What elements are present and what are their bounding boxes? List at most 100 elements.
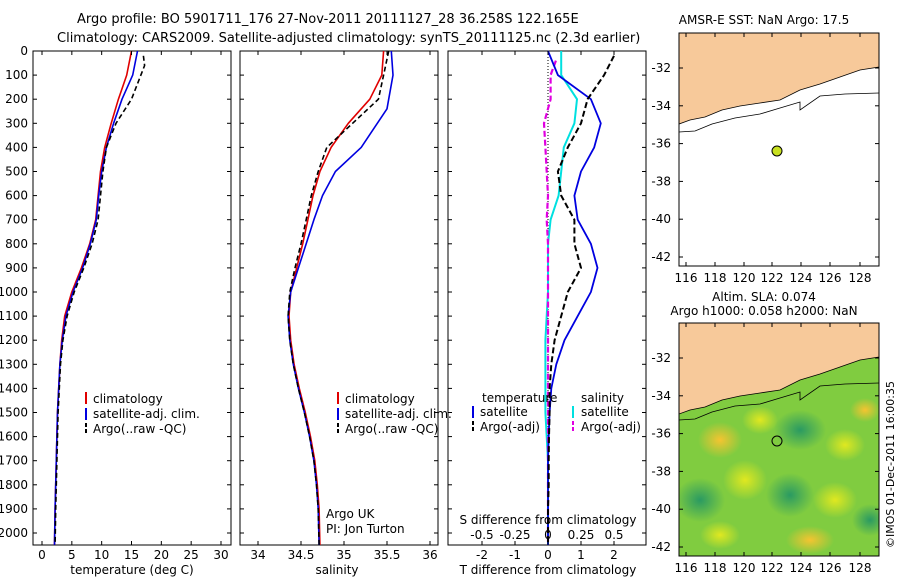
- panel-differences: -2 -1 0 1 2 -0.5 -0.25 0 0.25 0.5 S difference fr…: [447, 50, 647, 577]
- title-line1: Argo profile: BO 5901711_176 27-Nov-2011…: [77, 12, 579, 27]
- legend-clim: climatology: [93, 392, 163, 406]
- sla-blob: [813, 482, 857, 518]
- series-line-climatology: [53, 50, 133, 546]
- x-tick-label: 5: [68, 548, 76, 562]
- legend-argo: Argo(..raw -QC): [93, 422, 186, 436]
- x-tick-label: 25: [184, 548, 199, 562]
- map2-title2: Argo h1000: 0.058 h2000: NaN: [670, 304, 857, 318]
- map1-land: [678, 32, 880, 125]
- s-tick-label: 0.5: [604, 528, 623, 542]
- depth-tick-label: 400: [5, 140, 28, 154]
- sla-blob: [766, 473, 814, 517]
- s-tick-label: 0.25: [568, 528, 595, 542]
- legend3-tsat: satellite: [480, 405, 528, 419]
- x-tick-label: 20: [154, 548, 169, 562]
- map2-land: [679, 323, 879, 415]
- depth-tick-label: 1500: [0, 406, 28, 420]
- panel2-xticks: 34 34.5 35 35.5 36: [240, 50, 438, 562]
- panel2-legend: climatology satellite-adj. clim. Argo(..…: [337, 392, 452, 436]
- series-line-salinity-satellite: [544, 51, 578, 545]
- panel3-xticks: -2 -1 0 1 2 -0.5 -0.25 0 0.25 0.5: [448, 50, 646, 562]
- panel-salinity: 34 34.5 35 35.5 36 salinity climatology sate…: [239, 50, 452, 577]
- depth-tick-label: 1200: [0, 333, 28, 347]
- map2-argo-marker: [771, 435, 783, 447]
- x-tick-label: 35.5: [374, 548, 401, 562]
- lon-tick-label: 122: [761, 271, 784, 285]
- x-tick-label: 1: [577, 548, 585, 562]
- x-tick-label: 0: [38, 548, 46, 562]
- legend3-temp-head: temperature: [482, 391, 557, 405]
- depth-tick-label: 500: [5, 165, 28, 179]
- lat-tick-label: -38: [651, 464, 671, 478]
- depth-tick-label: 2000: [0, 526, 28, 540]
- panel3-xlabel-top: S difference from climatology: [460, 513, 637, 527]
- sla-blob: [700, 521, 740, 549]
- sla-blob: [774, 410, 826, 450]
- lon-tick-label: 118: [704, 561, 727, 575]
- panel-temperature: 0 5 10 15 20 25 30 temperature (deg C) climato…: [32, 50, 232, 577]
- lon-tick-label: 126: [819, 561, 842, 575]
- depth-tick-label: 1400: [0, 381, 28, 395]
- map2-ticks: 116 118 120 122 124 126 128 -32 -34 -36 -38 -40 -42: [651, 323, 879, 575]
- depth-tick-label: 300: [5, 116, 28, 130]
- lon-tick-label: 120: [733, 561, 756, 575]
- depth-tick-label: 600: [5, 189, 28, 203]
- panel1-xticks: 0 5 10 15 20 25 30: [33, 50, 231, 562]
- depth-tick-label: 700: [5, 213, 28, 227]
- panel1-legend: climatology satellite-adj. clim. Argo(..…: [85, 392, 200, 436]
- pi-note: PI: Jon Turton: [326, 522, 405, 536]
- s-tick-label: 0: [544, 528, 552, 542]
- map2-isobath: [679, 382, 879, 421]
- lon-tick-label: 124: [790, 561, 813, 575]
- map-sla: Altim. SLA: 0.074 Argo h1000: 0.058 h200…: [651, 290, 880, 575]
- legend-sat: satellite-adj. clim.: [93, 407, 200, 421]
- s-tick-label: -0.25: [499, 528, 530, 542]
- x-tick-label: 34: [250, 548, 265, 562]
- map1-frame: [678, 32, 880, 267]
- argo-uk-note: Argo UK: [326, 507, 375, 521]
- panel2-frame: [239, 50, 439, 546]
- x-tick-label: -1: [509, 548, 521, 562]
- lon-tick-label: 126: [819, 271, 842, 285]
- lat-tick-label: -36: [651, 427, 671, 441]
- lat-tick-label: -42: [651, 250, 671, 264]
- series-line-climatology: [288, 50, 385, 546]
- lat-tick-label: -34: [651, 389, 671, 403]
- x-tick-label: 34.5: [288, 548, 315, 562]
- x-tick-label: -2: [476, 548, 488, 562]
- x-tick-label: 36: [422, 548, 437, 562]
- sla-blob: [698, 422, 742, 458]
- depth-tick-labels: 0 100 200 300 400 500 600 700 800 900 1000 1100 1200…: [0, 44, 28, 540]
- depth-tick-label: 1800: [0, 478, 28, 492]
- series-line-satellite-adj-clim-: [287, 50, 394, 546]
- credit-stamp: ©IMOS 01-Dec-2011 16:00:35: [884, 381, 897, 548]
- panel1-xlabel: temperature (deg C): [70, 563, 193, 577]
- lat-tick-label: -32: [651, 61, 671, 75]
- lon-tick-label: 122: [761, 561, 784, 575]
- lon-tick-label: 128: [849, 561, 872, 575]
- legend2-sat: satellite-adj. clim.: [345, 407, 452, 421]
- lat-tick-label: -40: [651, 212, 671, 226]
- lat-tick-label: -38: [651, 174, 671, 188]
- panel3-xlabel-bottom: T difference from climatology: [459, 563, 637, 577]
- series-line-temperature-satellite: [547, 50, 602, 545]
- map2-title1: Altim. SLA: 0.074: [712, 290, 816, 304]
- sla-blob: [679, 478, 725, 522]
- legend3-sal-head: salinity: [581, 391, 624, 405]
- series-line-salinity-argo-adj-: [542, 60, 557, 545]
- legend2-argo: Argo(..raw -QC): [345, 422, 438, 436]
- map2-frame: [678, 322, 880, 557]
- x-tick-label: 0: [544, 548, 552, 562]
- lon-tick-label: 116: [675, 271, 698, 285]
- panel3-legend: temperature salinity satellite Argo(-adj…: [472, 391, 641, 434]
- series-line-satellite-adj-clim-: [53, 50, 139, 546]
- series-line-argo-raw-qc-: [54, 55, 146, 546]
- legend2-clim: climatology: [345, 392, 415, 406]
- lon-tick-label: 128: [849, 271, 872, 285]
- lon-tick-label: 124: [790, 271, 813, 285]
- depth-tick-label: 0: [20, 44, 28, 58]
- x-tick-label: 35: [336, 548, 351, 562]
- panel1-frame: [32, 50, 232, 546]
- lon-tick-label: 116: [675, 561, 698, 575]
